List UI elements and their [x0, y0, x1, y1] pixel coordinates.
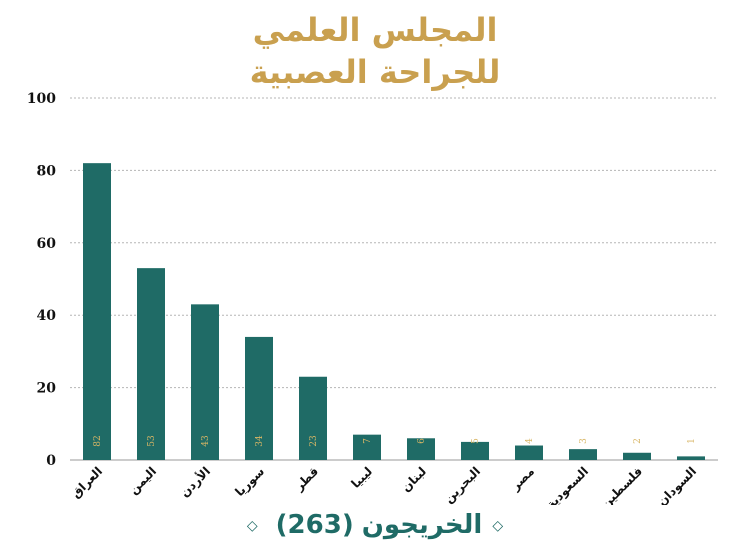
- x-tick-label: العراق: [69, 464, 106, 501]
- x-tick-label: مصر: [508, 464, 537, 493]
- bar-chart: 02040608010082العراق53اليمن43الأردن34سور…: [27, 91, 718, 505]
- y-tick-label: 100: [27, 91, 56, 107]
- bar: [515, 445, 543, 460]
- graduates-footer: ◇ (263) الخريجون ◇: [0, 505, 750, 546]
- y-tick-label: 80: [37, 163, 57, 179]
- bar-value-label: 4: [525, 438, 535, 444]
- y-tick-label: 20: [37, 381, 57, 397]
- y-tick-label: 40: [37, 308, 57, 324]
- y-tick-label: 60: [37, 236, 57, 252]
- bar-value-label: 5: [471, 438, 481, 444]
- bar-value-label: 34: [255, 435, 265, 447]
- bar-value-label: 6: [417, 438, 427, 444]
- x-tick-label: قطر: [291, 464, 321, 494]
- bar: [461, 441, 489, 460]
- x-tick-label: البحرين: [441, 464, 483, 505]
- y-tick-label: 0: [46, 453, 56, 469]
- diamond-left-icon: ◇: [246, 517, 258, 534]
- bar: [353, 434, 381, 460]
- bar-value-label: 7: [363, 438, 373, 444]
- bar: [245, 336, 273, 460]
- bar-value-label: 1: [687, 438, 697, 444]
- bar: [83, 163, 111, 460]
- diamond-right-icon: ◇: [492, 517, 504, 534]
- x-tick-label: فلسطين: [598, 464, 645, 505]
- x-tick-label: ليبيا: [348, 464, 375, 491]
- x-tick-label: سوريا: [232, 464, 268, 500]
- x-tick-label: السعودية: [544, 464, 592, 505]
- bar-value-label: 53: [147, 435, 157, 447]
- x-tick-label: لبنان: [399, 464, 429, 494]
- bar-value-label: 23: [309, 435, 319, 447]
- graduates-label: الخريجون: [361, 510, 483, 540]
- bar-value-label: 82: [93, 435, 103, 446]
- bar-value-label: 2: [633, 438, 643, 444]
- bar: [569, 449, 597, 460]
- bar: [677, 456, 705, 460]
- bar-value-label: 43: [201, 435, 211, 447]
- chart-title-line2: للجراحة العصبية: [249, 53, 501, 91]
- x-tick-label: السودان: [655, 464, 700, 505]
- graduates-count: (263): [275, 510, 354, 540]
- bar: [137, 268, 165, 460]
- bar-value-label: 3: [579, 438, 589, 444]
- bar: [191, 304, 219, 460]
- x-tick-label: الأردن: [177, 464, 213, 500]
- bar: [299, 376, 327, 460]
- bar: [407, 438, 435, 460]
- x-tick-label: اليمن: [126, 464, 159, 497]
- chart-title-line1: المجلس العلمي: [252, 11, 498, 49]
- bar: [623, 452, 651, 460]
